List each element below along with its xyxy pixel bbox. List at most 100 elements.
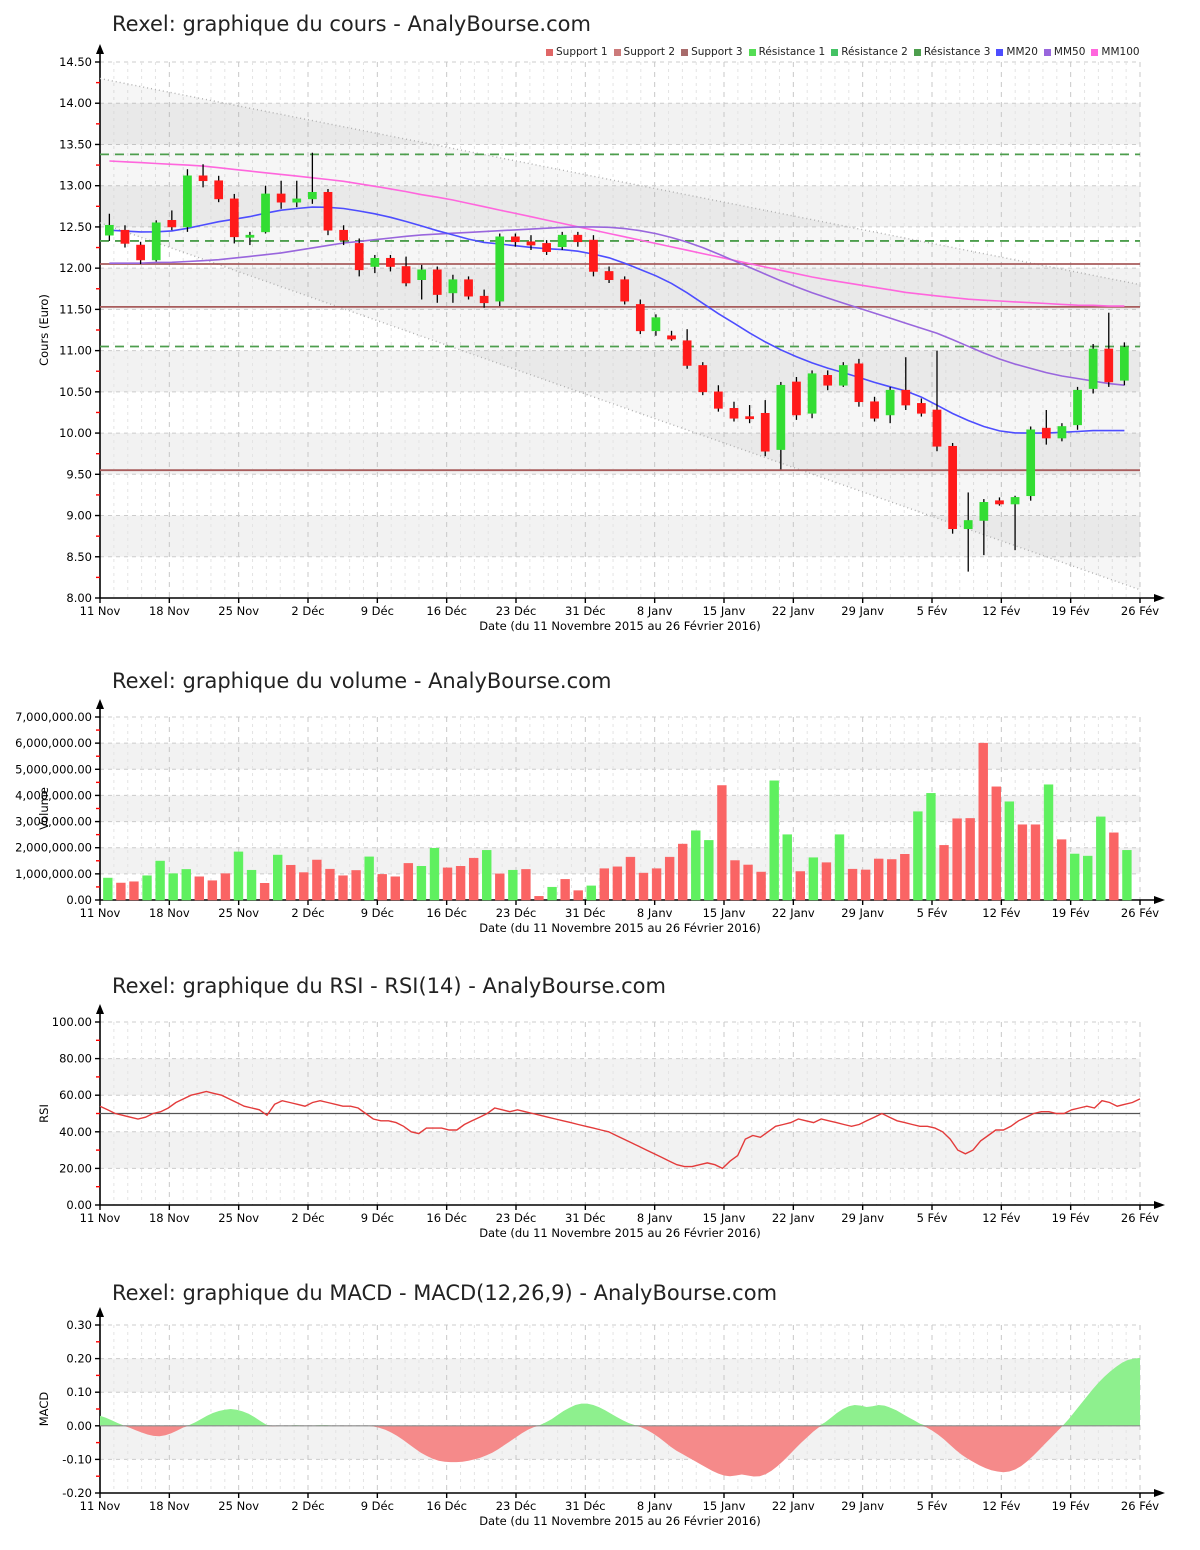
candle-body: [167, 220, 177, 228]
y-tick-label: 2,000,000.00: [15, 841, 92, 855]
trend-channel-upper: [99, 77, 1141, 286]
y-tick-label: 0.00: [66, 893, 92, 907]
y-tick-label: 10.00: [59, 426, 92, 440]
volume-bar: [717, 785, 727, 901]
macd-chart-title: Rexel: graphique du MACD - MACD(12,26,9)…: [112, 1281, 778, 1305]
volume-bar: [521, 869, 531, 901]
x-tick-label: 22 Janv: [772, 1211, 815, 1225]
candle-body: [667, 335, 676, 340]
y-tick-label: 10.50: [59, 385, 92, 399]
y-tick-label: 8.00: [66, 591, 92, 605]
volume-bar: [1004, 801, 1015, 901]
rsi-chart-panel: Rexel: graphique du RSI - RSI(14) - Anal…: [0, 960, 1200, 1265]
mm20-line: [109, 206, 1125, 434]
legend-item-3[interactable]: Résistance 1: [748, 46, 825, 58]
volume-bar: [403, 863, 414, 901]
candle-body: [1041, 427, 1051, 439]
candle-body: [417, 269, 427, 280]
y-tick-label: 12.50: [59, 220, 92, 234]
x-tick-label: 31 Déc: [565, 1211, 606, 1225]
candle-body: [511, 236, 520, 243]
legend-item-6[interactable]: MM20: [996, 46, 1038, 58]
x-tick-label: 19 Fév: [1052, 1499, 1090, 1513]
x-tick-label: 29 Janv: [841, 604, 884, 618]
volume-bar: [795, 871, 805, 901]
y-tick-label: 6,000,000.00: [15, 736, 92, 750]
volume-bar: [194, 876, 204, 901]
x-tick-label: 25 Nov: [218, 1211, 259, 1225]
y-tick-label: 80.00: [59, 1052, 92, 1066]
candle-body: [917, 403, 926, 414]
legend-label: MM20: [1006, 46, 1038, 58]
volume-bar: [1043, 784, 1054, 901]
y-tick-label: 14.50: [59, 55, 92, 69]
candle-body: [183, 175, 192, 228]
x-tick-label: 26 Fév: [1121, 906, 1159, 920]
volume-bar: [495, 873, 505, 901]
legend-swatch-icon: [913, 48, 921, 56]
volume-bar: [1083, 855, 1093, 901]
y-axis-arrow: [96, 1004, 104, 1014]
volume-bar: [756, 871, 766, 901]
legend-item-8[interactable]: MM100: [1091, 46, 1140, 58]
candle-body: [589, 239, 598, 272]
candle-body: [854, 363, 864, 403]
y-tick-label: 8.50: [66, 550, 92, 564]
rsi-line: [99, 1090, 1141, 1170]
y-tick-label: 13.50: [59, 137, 92, 151]
volume-bar: [847, 868, 858, 901]
volume-bar: [1096, 816, 1106, 901]
plot-band: [100, 1358, 1140, 1393]
plot-band: [100, 103, 1140, 145]
x-tick-label: 25 Nov: [218, 1499, 259, 1513]
x-tick-label: 5 Fév: [917, 1499, 948, 1513]
candle-body: [557, 234, 567, 248]
x-tick-label: 29 Janv: [841, 1499, 884, 1513]
macd-positive-area: [183, 1409, 273, 1426]
candle-body: [261, 193, 270, 233]
legend-item-5[interactable]: Résistance 3: [913, 46, 990, 58]
plot-band: [100, 268, 1140, 310]
volume-bar: [129, 881, 139, 901]
volume-bar: [103, 877, 113, 901]
volume-bar: [991, 786, 1001, 901]
legend-item-0[interactable]: Support 1: [546, 46, 608, 58]
candle-body: [823, 375, 833, 386]
x-tick-label: 18 Nov: [149, 604, 190, 618]
candle-body: [698, 365, 708, 393]
volume-bar: [678, 843, 688, 901]
macd-plot: -0.20 -0.10 0.00 0.10 0.20 0.30 11 Nov 18 Nov 25…: [37, 1307, 1165, 1528]
candle-body: [1104, 348, 1114, 383]
x-tick-label: 31 Déc: [565, 1499, 606, 1513]
legend-item-4[interactable]: Résistance 2: [831, 46, 908, 58]
volume-bar: [573, 890, 583, 901]
volume-bar: [691, 830, 701, 901]
volume-bar: [965, 818, 975, 901]
y-axis-title: RSI: [37, 1104, 51, 1123]
x-tick-label: 12 Fév: [982, 1499, 1020, 1513]
legend-label: MM100: [1101, 46, 1140, 58]
volume-bar: [730, 860, 740, 901]
volume-bar: [429, 847, 440, 901]
volume-bar: [586, 885, 596, 901]
legend-item-2[interactable]: Support 3: [681, 46, 743, 58]
volume-bar: [834, 834, 845, 901]
y-tick-label: 0.30: [66, 1318, 92, 1332]
candle-body: [807, 373, 817, 414]
x-tick-label: 22 Janv: [772, 1499, 815, 1513]
volume-bar: [168, 873, 178, 901]
candle-body: [136, 244, 145, 261]
candle-body: [386, 257, 395, 267]
x-axis-title: Date (du 11 Novembre 2015 au 26 Février …: [479, 1514, 761, 1528]
volume-bar: [364, 856, 374, 901]
legend-item-7[interactable]: MM50: [1043, 46, 1085, 58]
candle-body: [401, 266, 411, 284]
x-tick-label: 15 Janv: [703, 604, 746, 618]
mm50-line: [109, 226, 1125, 386]
legend-item-1[interactable]: Support 2: [613, 46, 675, 58]
macd-positive-area: [100, 1415, 130, 1426]
x-tick-label: 16 Déc: [426, 906, 467, 920]
candle-body: [245, 234, 255, 238]
x-tick-label: 9 Déc: [361, 906, 394, 920]
